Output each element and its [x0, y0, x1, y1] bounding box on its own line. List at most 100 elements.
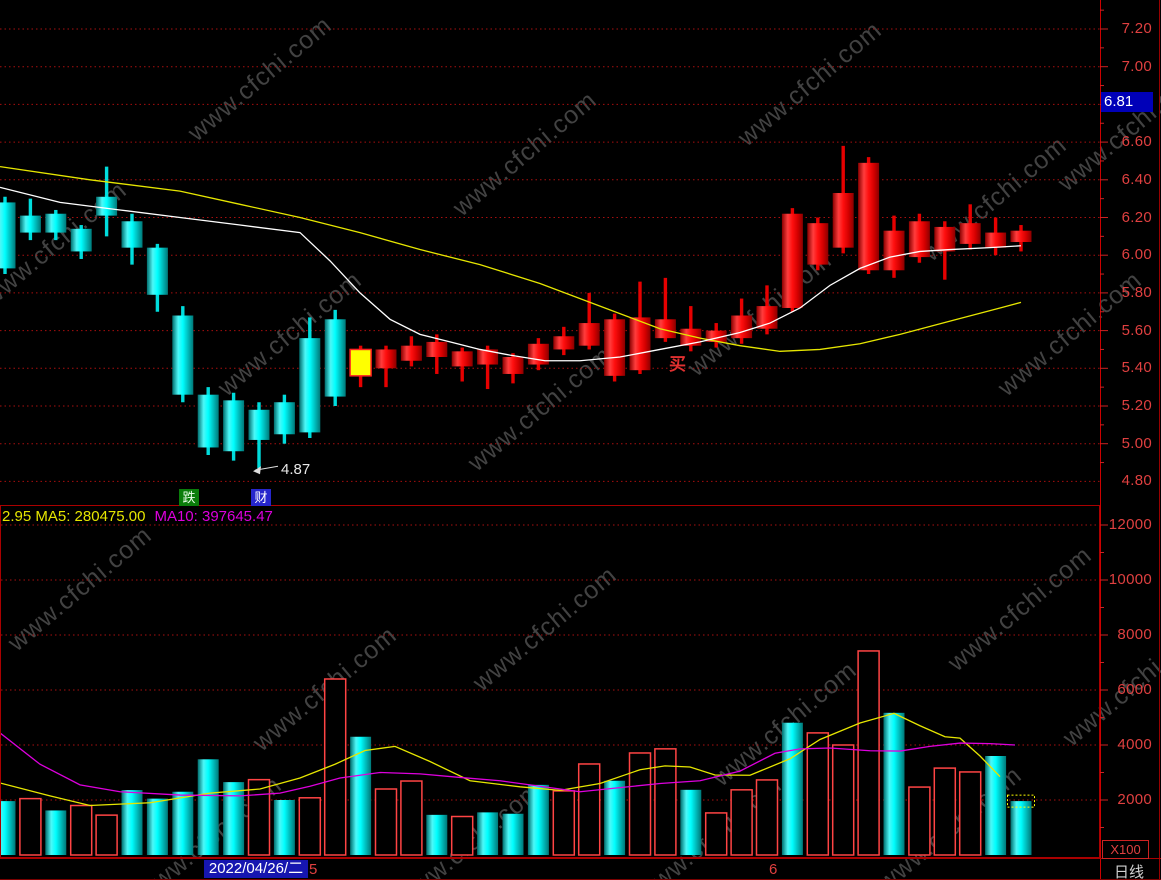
volume-bar[interactable]	[426, 814, 448, 855]
volume-axis-label: 8000	[1117, 626, 1152, 643]
volume-bar[interactable]	[374, 788, 398, 856]
volume-bar[interactable]	[958, 771, 982, 856]
volume-bar[interactable]	[654, 748, 677, 856]
candle[interactable]	[604, 319, 626, 376]
candle[interactable]	[858, 162, 880, 271]
volume-bar[interactable]	[45, 810, 67, 855]
volume-bar[interactable]	[985, 756, 1007, 855]
volume-bar[interactable]	[400, 780, 423, 856]
candle[interactable]	[680, 328, 702, 346]
volume-bar[interactable]	[247, 778, 271, 856]
candle[interactable]	[553, 336, 575, 350]
volume-bar[interactable]	[450, 815, 474, 856]
candle[interactable]	[807, 223, 829, 265]
volume-bar[interactable]	[0, 801, 16, 855]
volume-bar[interactable]	[69, 804, 93, 856]
candle[interactable]	[324, 319, 346, 397]
candle[interactable]	[578, 323, 600, 346]
candle[interactable]	[781, 213, 803, 308]
candle[interactable]	[299, 338, 321, 433]
candle[interactable]	[705, 330, 727, 342]
candle[interactable]	[197, 394, 219, 448]
candle[interactable]	[349, 348, 372, 377]
volume-bar[interactable]	[628, 752, 652, 856]
volume-bar[interactable]	[604, 780, 626, 855]
candle[interactable]	[96, 196, 118, 216]
volume-bar[interactable]	[172, 791, 194, 855]
candle[interactable]	[883, 230, 905, 271]
volume-bar[interactable]	[933, 767, 957, 856]
candle[interactable]	[908, 221, 930, 258]
volume-bar[interactable]	[502, 813, 524, 855]
candle[interactable]	[19, 215, 41, 233]
volume-bar[interactable]	[273, 800, 295, 855]
volume-unit-label: X100	[1102, 840, 1149, 859]
volume-bar[interactable]	[197, 759, 219, 855]
candle[interactable]	[477, 349, 499, 365]
candle[interactable]	[451, 351, 473, 367]
candle[interactable]	[45, 213, 67, 233]
volume-bar[interactable]	[577, 763, 601, 856]
volume-bar[interactable]	[730, 789, 753, 856]
candle[interactable]	[223, 400, 245, 452]
price-axis-label: 6.40	[1121, 170, 1152, 188]
candle[interactable]	[375, 349, 397, 369]
volume-bar[interactable]	[552, 790, 576, 856]
volume-axis-label: 10000	[1108, 571, 1152, 588]
watermark: www.cfchi.com	[182, 11, 337, 148]
candle[interactable]	[248, 409, 270, 440]
candle[interactable]	[731, 315, 753, 339]
watermark: www.cfchi.com	[467, 561, 622, 698]
candle[interactable]	[934, 226, 956, 252]
price-axis-label: 6.60	[1121, 133, 1152, 151]
volume-bar[interactable]	[146, 798, 168, 855]
volume-axis-label: 2000	[1117, 791, 1152, 808]
volume-bar[interactable]	[857, 650, 880, 856]
candle[interactable]	[502, 356, 524, 374]
volume-bar[interactable]	[1010, 801, 1032, 855]
candle[interactable]	[146, 247, 168, 295]
volume-bar[interactable]	[680, 789, 702, 855]
volume-bar[interactable]	[298, 797, 322, 856]
candle[interactable]	[172, 315, 194, 395]
candle[interactable]	[400, 345, 422, 361]
volume-bar[interactable]	[527, 784, 549, 855]
volume-bar[interactable]	[781, 722, 803, 855]
volume-bar[interactable]	[350, 736, 372, 855]
volume-bar[interactable]	[95, 814, 118, 856]
volume-bar[interactable]	[19, 797, 42, 856]
volume-axis-label: 6000	[1117, 681, 1152, 698]
candle[interactable]	[426, 341, 448, 357]
volume-bar[interactable]	[121, 790, 143, 855]
volume-bar[interactable]	[883, 712, 905, 855]
period-selector-daily[interactable]: 日线	[1114, 864, 1145, 880]
candle[interactable]	[832, 192, 854, 248]
selected-date-tag: 2022/04/26/二	[204, 860, 308, 878]
low-price-annotation: 4.87	[281, 461, 311, 478]
volume-panel-border	[0, 505, 1100, 858]
candle[interactable]	[985, 232, 1007, 248]
volume-bar[interactable]	[755, 779, 779, 856]
candle[interactable]	[756, 306, 778, 329]
price-axis-label: 6.00	[1121, 246, 1152, 264]
price-axis-label: 5.60	[1121, 321, 1152, 339]
volume-bar[interactable]	[806, 732, 830, 856]
candle[interactable]	[654, 319, 676, 339]
volume-bar[interactable]	[323, 678, 347, 856]
volume-bar[interactable]	[223, 782, 245, 855]
candle[interactable]	[273, 402, 295, 435]
volume-bar[interactable]	[477, 812, 499, 855]
volume-ma10-value: MA10: 397645.47	[154, 508, 273, 525]
candle[interactable]	[527, 343, 549, 365]
candle[interactable]	[1010, 230, 1032, 243]
candle[interactable]	[629, 317, 651, 371]
volume-bar[interactable]	[831, 744, 855, 856]
candle[interactable]	[0, 202, 16, 269]
price-axis-label: 7.00	[1121, 57, 1152, 75]
volume-bar[interactable]	[908, 786, 931, 856]
candle[interactable]	[70, 228, 92, 252]
candle[interactable]	[121, 221, 143, 248]
candle[interactable]	[959, 223, 981, 244]
volume-bar[interactable]	[704, 812, 728, 856]
